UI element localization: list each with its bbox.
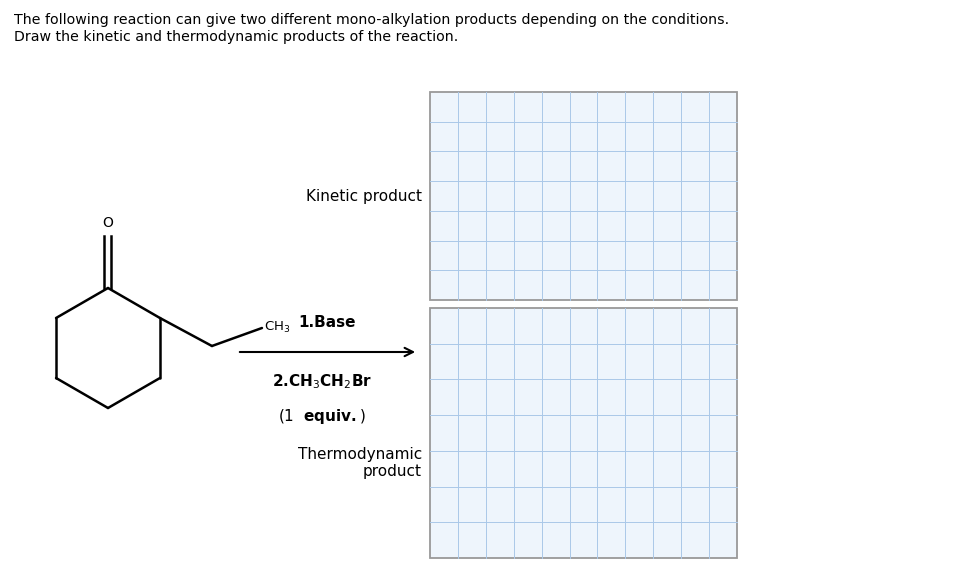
Text: 2.CH$_3$CH$_2$Br: 2.CH$_3$CH$_2$Br <box>272 372 373 391</box>
Text: $\left(1 \ \ \mathbf{equiv.}\right)$: $\left(1 \ \ \mathbf{equiv.}\right)$ <box>278 407 366 426</box>
Bar <box>430 92 737 300</box>
Text: Kinetic product: Kinetic product <box>306 189 422 203</box>
Bar <box>430 308 737 558</box>
Text: 1.Base: 1.Base <box>298 315 357 330</box>
Text: O: O <box>103 216 113 230</box>
Text: Draw the kinetic and thermodynamic products of the reaction.: Draw the kinetic and thermodynamic produ… <box>14 30 458 44</box>
Text: The following reaction can give two different mono-alkylation products depending: The following reaction can give two diff… <box>14 13 729 27</box>
Text: Thermodynamic
product: Thermodynamic product <box>297 447 422 479</box>
Text: CH$_3$: CH$_3$ <box>264 319 291 335</box>
